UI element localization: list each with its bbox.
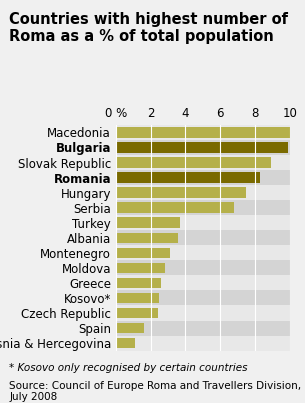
Bar <box>116 323 144 333</box>
Bar <box>116 142 288 153</box>
Bar <box>116 127 290 138</box>
Bar <box>116 260 290 275</box>
Bar <box>116 157 271 168</box>
Bar <box>116 275 290 291</box>
Bar <box>116 336 290 351</box>
Bar <box>116 215 290 230</box>
Bar <box>116 305 290 320</box>
Bar <box>116 155 290 170</box>
Bar <box>116 278 161 288</box>
Bar <box>116 308 158 318</box>
Bar <box>116 172 260 183</box>
Bar <box>116 230 290 245</box>
Bar <box>116 247 170 258</box>
Bar <box>116 245 290 260</box>
Bar <box>116 140 290 155</box>
Bar <box>116 338 135 348</box>
Bar <box>116 202 234 213</box>
Text: * Kosovo only recognised by certain countries: * Kosovo only recognised by certain coun… <box>9 363 248 373</box>
Bar <box>116 320 290 336</box>
Bar <box>116 263 165 273</box>
Bar <box>116 170 290 185</box>
Bar <box>116 125 290 140</box>
Text: Source: Council of Europe Roma and Travellers Division,
July 2008: Source: Council of Europe Roma and Trave… <box>9 381 301 403</box>
Bar <box>116 200 290 215</box>
Bar <box>116 291 290 305</box>
Bar <box>116 185 290 200</box>
Text: Countries with highest number of
Roma as a % of total population: Countries with highest number of Roma as… <box>9 12 288 44</box>
Bar <box>116 293 160 303</box>
Bar <box>116 218 180 228</box>
Bar <box>116 233 178 243</box>
Bar <box>116 187 246 198</box>
